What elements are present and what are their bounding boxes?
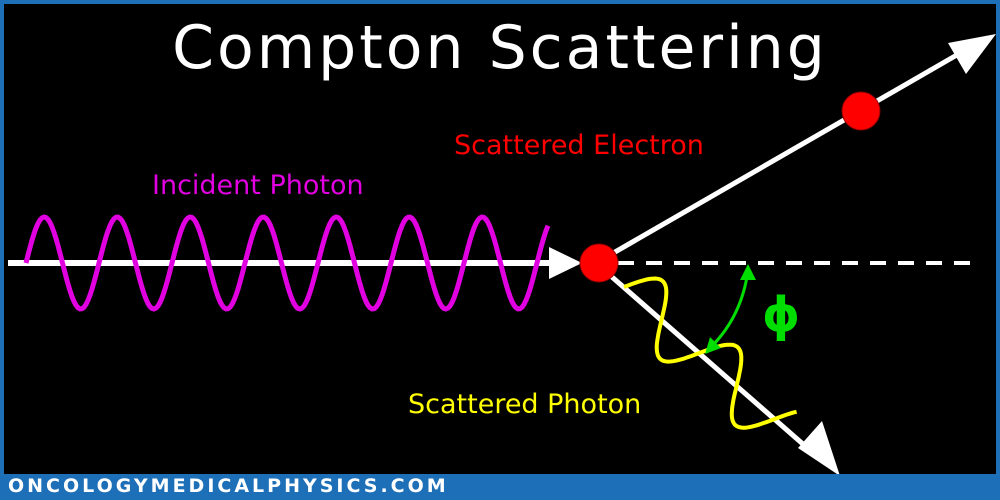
- target-electron: [579, 243, 619, 283]
- scattered-electron-label: Scattered Electron: [454, 130, 704, 161]
- diagram-frame: Compton Scattering Scattered Electron In…: [4, 4, 996, 474]
- angle-arc: [709, 269, 750, 349]
- scattered-electron: [841, 91, 881, 131]
- diagram-title: Compton Scattering: [172, 13, 828, 83]
- angle-arrowhead-top: [740, 264, 756, 280]
- scattered-photon-label: Scattered Photon: [408, 389, 642, 420]
- scattered-electron-arrowhead: [948, 34, 996, 74]
- angle-label: ϕ: [762, 287, 801, 343]
- scattered-electron-path: [594, 49, 964, 266]
- compton-diagram: [8, 34, 996, 474]
- scattered-photon-arrowhead: [798, 421, 840, 474]
- angle-arrowhead-bottom: [705, 337, 721, 354]
- incident-photon-wave: [23, 214, 551, 312]
- site-footer: ONCOLOGYMEDICALPHYSICS.COM: [8, 475, 449, 497]
- incident-arrowhead: [549, 247, 582, 279]
- incident-photon-label: Incident Photon: [152, 170, 364, 201]
